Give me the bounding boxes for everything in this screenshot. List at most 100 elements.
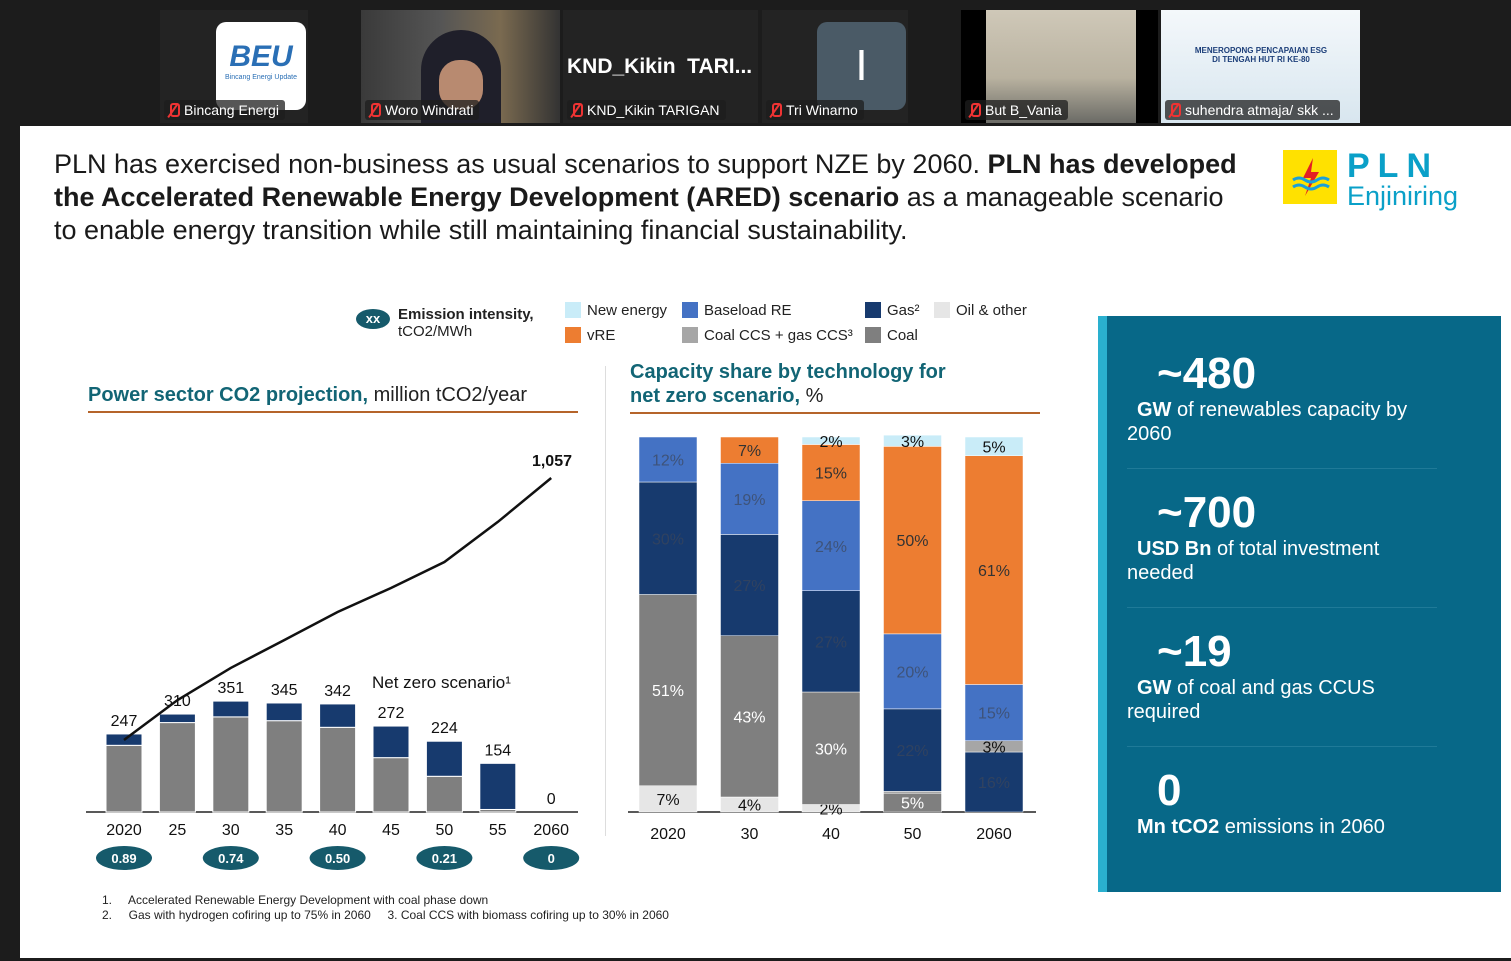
- segment-label: 4%: [738, 798, 761, 815]
- bar-segment: [964, 455, 1024, 685]
- bar-segment-coal: [212, 716, 250, 813]
- stat-item: ~19 GW of coal and gas CCUS required: [1127, 628, 1437, 724]
- emission-pill: [202, 846, 259, 870]
- participant-tile[interactable]: But B_Vania: [961, 10, 1158, 123]
- headline-text: to enable energy transition while still …: [54, 215, 908, 245]
- legend-item: Baseload RE: [682, 302, 792, 319]
- bar-total-label: 0: [547, 791, 556, 808]
- footnote: 1. Accelerated Renewable Energy Developm…: [102, 893, 489, 907]
- segment-label: 30%: [652, 531, 684, 548]
- x-tick-label: 40: [329, 822, 347, 839]
- legend-label: Oil & other: [956, 302, 1027, 319]
- bar-total-label: 351: [217, 680, 244, 697]
- participant-tile[interactable]: Woro Windrati: [361, 10, 560, 123]
- legend-swatch: [682, 327, 698, 343]
- bar-segment: [964, 436, 1024, 456]
- bar-segment: [801, 691, 861, 805]
- legend-swatch: [565, 302, 581, 318]
- mic-muted-icon: [571, 103, 583, 117]
- legend-unit: tCO2/MWh: [398, 323, 473, 340]
- bar-segment-gas: [265, 702, 303, 722]
- bar-segment: [638, 481, 698, 595]
- x-tick-label: 25: [169, 822, 187, 839]
- x-tick-label: 50: [904, 826, 922, 843]
- emission-intensity-legend: xx Emission intensity, tCO2/MWh: [356, 306, 534, 340]
- participant-tile[interactable]: KND_Kikin TARI... KND_Kikin TARIGAN: [563, 10, 758, 123]
- logo-text: BEU: [229, 40, 293, 73]
- charts-svg: 2472020310253513034535342402724522450154…: [86, 434, 1036, 870]
- x-tick-label: 2060: [533, 822, 569, 839]
- bar-segment: [883, 434, 942, 447]
- segment-label: 12%: [652, 453, 684, 470]
- legend-swatch: [682, 302, 698, 318]
- segment-label: 24%: [815, 539, 847, 556]
- segment-label: 22%: [896, 743, 928, 760]
- bar-segment-gas: [319, 703, 357, 728]
- participant-name: Tri Winarno: [766, 100, 864, 120]
- bar-segment: [801, 444, 861, 501]
- bar-segment-coal: [158, 722, 196, 813]
- segment-label: 15%: [815, 466, 847, 483]
- legend-label: Coal: [887, 327, 918, 344]
- participant-tile[interactable]: I Tri Winarno: [762, 10, 908, 123]
- segment-label: 2%: [819, 801, 842, 818]
- segment-label: 27%: [733, 578, 765, 595]
- bar-segment-gas: [158, 713, 196, 724]
- headline-text: as a manageable scenario: [899, 182, 1224, 212]
- segment-label: 7%: [656, 792, 679, 809]
- name-label: KND_Kikin TARIGAN: [587, 102, 720, 118]
- name-label: Woro Windrati: [385, 102, 474, 118]
- pln-logo: PLN Enjiniring: [1283, 149, 1459, 211]
- participant-name: suhendra atmaja/ skk ...: [1165, 100, 1340, 120]
- segment-label: 2%: [819, 434, 842, 451]
- segment-label: 51%: [652, 683, 684, 700]
- legend-swatch: [865, 327, 881, 343]
- title-unit: million tCO2/year: [368, 384, 528, 406]
- x-tick-label: 30: [741, 826, 759, 843]
- stat-item: 0 Mn tCO2 emissions in 2060: [1127, 767, 1437, 839]
- x-tick-label: 2020: [106, 822, 142, 839]
- segment-label: 3%: [982, 739, 1005, 756]
- segment-label: 3%: [901, 434, 924, 451]
- name-label: Bincang Energi: [184, 102, 279, 118]
- bar-segment: [883, 791, 942, 794]
- bar-segment: [720, 635, 779, 798]
- divider: [1127, 607, 1437, 608]
- participant-name: Bincang Energi: [164, 100, 285, 120]
- shared-screen-text: MENEROPONG PENCAPAIAN ESG DI TENGAH HUT …: [1194, 46, 1328, 64]
- logo-sub: Enjiniring: [1347, 181, 1459, 211]
- title-bold: net zero scenario,: [630, 385, 801, 407]
- emission-pill: [523, 846, 580, 870]
- participant-tile[interactable]: MENEROPONG PENCAPAIAN ESG DI TENGAH HUT …: [1161, 10, 1360, 123]
- stat-item: ~700 USD Bn of total investment needed: [1127, 489, 1437, 585]
- divider: [1127, 746, 1437, 747]
- legend-item: Oil & other: [934, 302, 1027, 319]
- participant-tile[interactable]: BEU Bincang Energi Update Bincang Energi: [160, 10, 308, 123]
- bar-segment: [720, 463, 779, 535]
- title-unit: %: [800, 385, 824, 407]
- legend-label: Baseload RE: [704, 302, 792, 319]
- bar-total-label: 342: [324, 683, 351, 700]
- line-end-label: 1,057: [532, 453, 572, 470]
- emission-value: 0.50: [325, 851, 350, 866]
- stat-value: ~480: [1157, 349, 1257, 398]
- participant-strip: BEU Bincang Energi Update Bincang Energi…: [0, 0, 1511, 126]
- divider: [605, 366, 606, 836]
- mic-muted-icon: [168, 103, 180, 117]
- participant-name: KND_Kikin TARIGAN: [567, 100, 726, 120]
- mic-muted-icon: [770, 103, 782, 117]
- segment-label: 43%: [733, 709, 765, 726]
- bar-segment-coal: [265, 720, 303, 813]
- name-label: But B_Vania: [985, 102, 1062, 118]
- headline-text: PLN has exercised non-business as usual …: [54, 149, 988, 179]
- bar-segment-coal: [425, 775, 463, 813]
- segment-label: 15%: [978, 706, 1010, 723]
- legend-item: vRE: [565, 327, 615, 344]
- mic-muted-icon: [969, 103, 981, 117]
- x-tick-label: 55: [489, 822, 507, 839]
- name-label: Tri Winarno: [786, 102, 858, 118]
- segment-label: 20%: [896, 664, 928, 681]
- headline-bold: PLN has developed: [987, 149, 1237, 179]
- bar-segment: [883, 708, 942, 792]
- emission-value: 0.89: [111, 851, 136, 866]
